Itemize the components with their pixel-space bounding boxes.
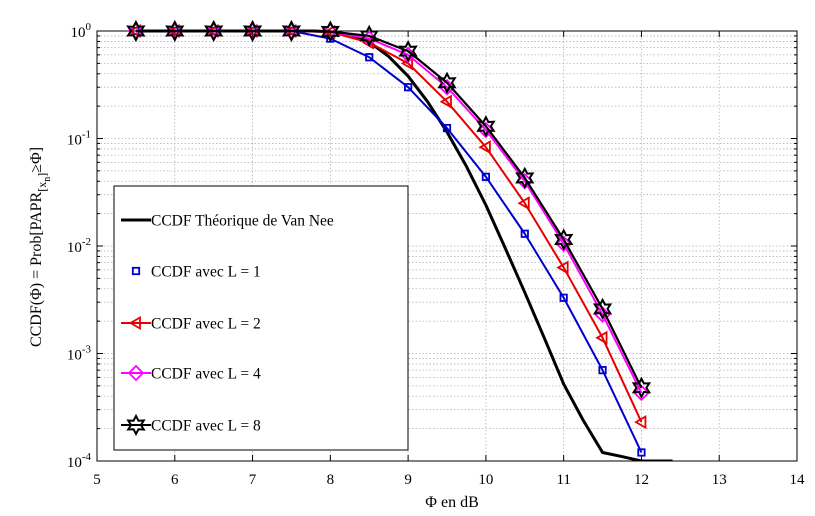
y-tick-label: 10-2	[67, 236, 91, 256]
x-tick-label: 14	[790, 472, 806, 488]
data-point	[437, 71, 457, 94]
data-point	[598, 366, 607, 375]
series-5	[126, 19, 652, 399]
y-tick-label: 10-3	[67, 344, 92, 364]
data-point	[554, 228, 574, 251]
y-tick-base: 10	[67, 133, 82, 149]
legend-marker-swatch	[126, 413, 146, 437]
data-point	[515, 166, 535, 190]
data-point	[442, 123, 452, 133]
y-tick-base: 10	[71, 25, 86, 41]
data-point	[204, 19, 224, 43]
y-tick-exponent: 0	[86, 21, 92, 33]
legend-entry: CCDF Théorique de Van Nee	[121, 213, 334, 230]
data-point	[404, 83, 413, 92]
y-tick-exponent: -4	[82, 451, 92, 463]
y-tick-base: 10	[67, 455, 82, 471]
data-point	[439, 94, 452, 109]
x-tick-label: 11	[556, 472, 570, 488]
svg-text:CCDF(Φ) = Prob[PAPR[xn]≥Φ]: CCDF(Φ) = Prob[PAPR[xn]≥Φ]	[28, 147, 53, 347]
x-tick-label: 12	[634, 472, 649, 488]
data-point	[320, 20, 340, 43]
data-point	[281, 19, 302, 43]
y-tick-label: 100	[71, 21, 92, 41]
series-line	[135, 29, 643, 389]
x-tick-label: 13	[712, 472, 727, 488]
data-point	[481, 172, 490, 181]
data-point	[637, 448, 646, 457]
y-axis-label-subsub: n	[42, 177, 53, 182]
legend-entry: CCDF avec L = 4	[121, 364, 261, 383]
x-tick-label: 8	[327, 472, 335, 488]
data-point	[555, 235, 572, 252]
data-point	[559, 293, 568, 302]
y-tick-label: 10-4	[67, 451, 92, 471]
x-tick-label: 5	[93, 472, 101, 488]
legend-label: CCDF avec L = 4	[151, 366, 261, 383]
legend-marker-swatch	[131, 266, 141, 276]
legend-marker-swatch	[128, 315, 141, 331]
legend-label: CCDF Théorique de Van Nee	[151, 213, 334, 230]
legend-label: CCDF avec L = 2	[151, 316, 261, 333]
y-axis-label: CCDF(Φ) = Prob[PAPR[xn]≥Φ]	[28, 147, 53, 347]
legend: CCDF Théorique de Van Nee CCDF avec L = 1…	[113, 185, 409, 451]
legend-entry: CCDF avec L = 8	[121, 413, 261, 437]
x-tick-labels: 5 6 7 8 9 10 11 12 13 14	[93, 472, 805, 488]
legend-entry: CCDF avec L = 1	[131, 264, 261, 281]
data-point	[242, 19, 263, 43]
y-tick-base: 10	[67, 240, 82, 256]
plot-frame	[96, 30, 798, 462]
y-tick-label: 10-1	[67, 129, 91, 149]
data-point	[520, 229, 529, 238]
data-point	[595, 330, 608, 345]
y-tick-exponent: -1	[82, 129, 91, 141]
data-point	[631, 376, 652, 399]
y-tick-exponent: -2	[82, 236, 91, 248]
data-point	[517, 196, 530, 211]
data-point	[365, 53, 374, 62]
data-point	[634, 415, 647, 430]
legend-marker-swatch	[127, 364, 145, 382]
series-layer	[126, 19, 673, 461]
y-axis-label-end: ≥Φ]	[28, 147, 45, 173]
data-point	[359, 24, 379, 48]
data-point	[165, 19, 185, 43]
x-tick-label: 7	[249, 472, 257, 488]
legend-entry: CCDF avec L = 2	[121, 316, 261, 333]
y-tick-exponent: -3	[82, 344, 92, 356]
x-tick-label: 9	[404, 472, 412, 488]
data-point	[126, 19, 146, 43]
data-point	[592, 297, 613, 321]
x-axis-label: Φ en dB	[425, 494, 478, 511]
x-tick-label: 6	[171, 472, 179, 488]
data-point	[478, 140, 491, 155]
y-axis-label-sub: [x	[35, 182, 49, 192]
data-point	[398, 39, 418, 63]
data-point	[556, 260, 569, 275]
legend-label: CCDF avec L = 1	[151, 264, 261, 281]
legend-box	[113, 185, 409, 451]
data-point	[633, 384, 650, 402]
y-tick-base: 10	[67, 348, 82, 364]
data-point	[438, 78, 456, 96]
y-axis-label-sub-close: ]	[35, 173, 49, 177]
x-tick-label: 10	[478, 472, 493, 488]
legend-label: CCDF avec L = 8	[151, 418, 261, 435]
y-axis-label-main: CCDF(Φ) = Prob[PAPR	[28, 191, 45, 347]
data-point	[476, 115, 496, 138]
